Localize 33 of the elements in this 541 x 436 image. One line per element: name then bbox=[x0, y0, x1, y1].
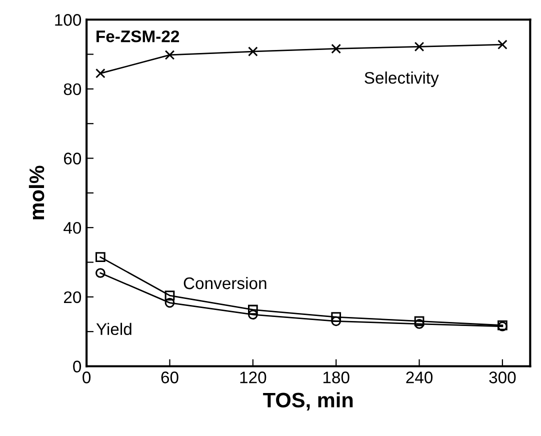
point bbox=[95, 268, 106, 278]
point bbox=[95, 252, 106, 262]
x-tick-label: 180 bbox=[323, 372, 350, 384]
y-tick-label: 0 bbox=[73, 360, 82, 372]
point bbox=[248, 46, 258, 56]
series-label: Conversion bbox=[184, 276, 266, 290]
x-tick-label: 300 bbox=[489, 372, 516, 384]
point bbox=[95, 68, 106, 78]
y-tick-label: 20 bbox=[64, 291, 82, 304]
y-axis-title: mol% bbox=[28, 166, 44, 220]
point bbox=[164, 298, 175, 308]
annotation: Fe-ZSM-22 bbox=[96, 30, 180, 42]
point bbox=[164, 50, 175, 60]
x-tick-label: 0 bbox=[82, 372, 91, 384]
point bbox=[331, 44, 342, 54]
x-axis-title: TOS, min bbox=[263, 392, 353, 411]
y-tick-label: 80 bbox=[64, 83, 82, 96]
point bbox=[331, 316, 342, 326]
x-tick-label: 60 bbox=[161, 372, 178, 384]
y-tick-label: 100 bbox=[55, 14, 82, 26]
point bbox=[498, 40, 508, 50]
x-tick-label: 120 bbox=[240, 372, 266, 384]
y-tick-label: 60 bbox=[64, 152, 82, 164]
point bbox=[331, 312, 342, 322]
point bbox=[248, 304, 258, 315]
point bbox=[164, 290, 175, 300]
point bbox=[248, 310, 258, 320]
x-tick-label: 240 bbox=[406, 372, 433, 384]
point bbox=[414, 42, 424, 52]
series-label: Selectivity bbox=[364, 72, 439, 88]
text: Yield bbox=[96, 322, 132, 336]
point bbox=[414, 316, 424, 326]
y-tick-label: 40 bbox=[64, 222, 82, 234]
